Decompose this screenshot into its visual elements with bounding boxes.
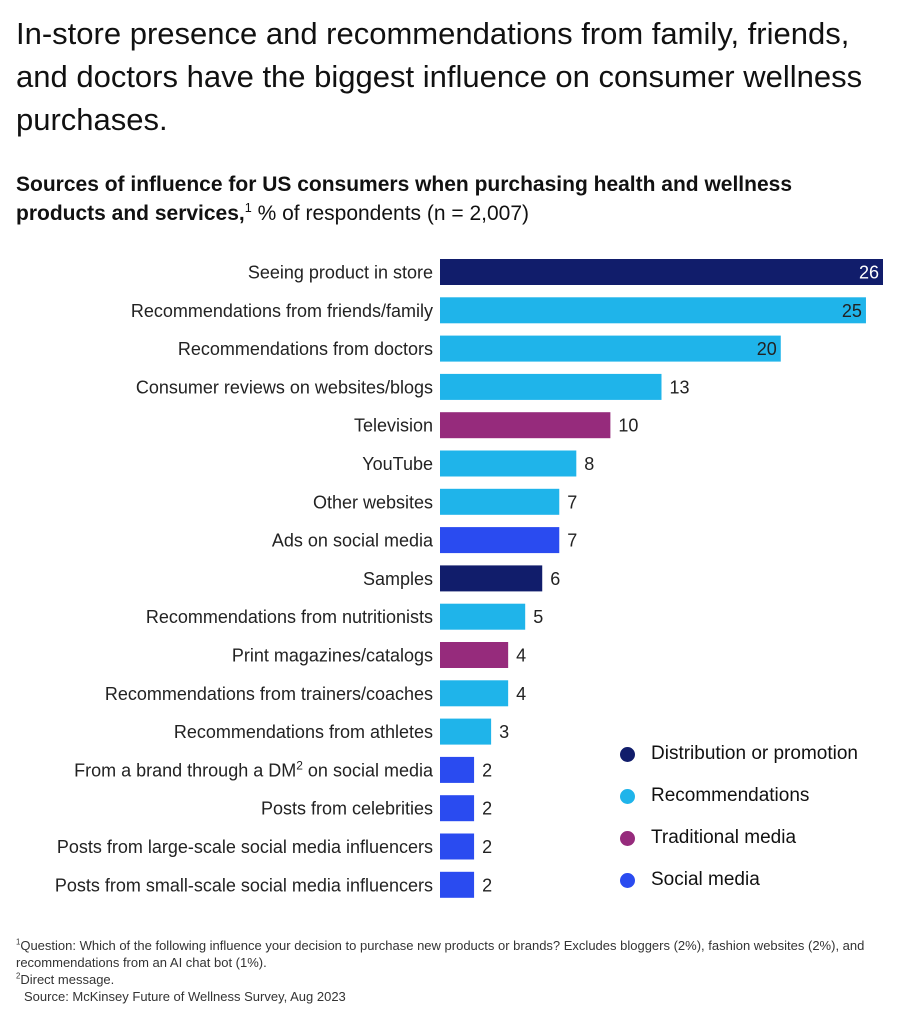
bar [440,680,509,707]
source-note: Source: McKinsey Future of Wellness Surv… [24,989,346,1004]
legend-dot-distribution [620,746,635,762]
legend-label-social: Social media [651,869,760,890]
category-label: Other websites [313,492,433,512]
bar [440,450,577,477]
bar [440,565,543,592]
bar [440,795,475,822]
bar [440,871,475,898]
category-label: Posts from small-scale social media infl… [55,875,433,895]
bar [440,412,611,439]
bar-value-label: 7 [567,492,577,512]
bar [440,259,883,285]
bar [440,642,509,668]
bar [440,488,560,515]
footnote-1-mark: 1 [16,937,21,947]
chart-subtitle: Sources of influence for US consumers wh… [16,170,886,228]
category-label: Recommendations from friends/family [131,301,433,321]
bar-value-label: 2 [482,799,492,819]
bar-value-label: 4 [516,646,526,666]
category-label: Posts from celebrities [261,799,433,819]
chart-legend: Distribution or promotion Recommendation… [620,733,900,901]
bar [440,756,475,783]
category-label: Ads on social media [272,531,434,551]
category-label: Recommendations from doctors [178,339,433,359]
legend-dot-recommendations [620,788,635,804]
bar [440,335,781,362]
bar [440,373,662,400]
legend-item-social: Social media [620,859,900,901]
subtitle-rest: % of respondents (n = 2,007) [251,202,530,225]
bar-value-label: 4 [516,684,526,704]
footnote-1-text: Question: Which of the following influen… [16,938,865,970]
bar-value-label: 2 [482,760,492,780]
legend-dot-social [620,872,635,888]
category-label: Television [354,416,433,436]
category-label: Posts from large-scale social media infl… [57,837,433,857]
bar-value-label: 8 [584,454,594,474]
legend-dot-traditional [620,830,635,846]
legend-label-distribution: Distribution or promotion [651,743,858,764]
subtitle-bold: Sources of influence for US consumers wh… [16,173,793,225]
legend-item-recommendations: Recommendations [620,775,900,817]
bar-value-label: 3 [499,722,509,742]
bar-value-label: 7 [567,531,577,551]
legend-item-traditional: Traditional media [620,817,900,859]
category-label: Recommendations from nutritionists [146,607,433,627]
legend-item-distribution: Distribution or promotion [620,733,900,775]
bar-value-label: 25 [842,301,862,321]
bar-value-label: 5 [533,607,543,627]
category-label: Recommendations from athletes [174,722,433,742]
bar-value-label: 2 [482,875,492,895]
footnote-2: 2Direct message. [16,971,886,988]
bar-value-label: 6 [550,569,560,589]
chart-headline: In-store presence and recommendations fr… [16,16,863,137]
category-label: Consumer reviews on websites/blogs [136,377,433,397]
category-label: Recommendations from trainers/coaches [105,684,433,704]
legend-label-traditional: Traditional media [651,827,797,848]
footnote-2-mark: 2 [16,971,21,981]
footnotes: 1Question: Which of the following influe… [16,937,886,1005]
bar [440,718,492,745]
category-label: Print magazines/catalogs [232,646,433,666]
bar-value-label: 2 [482,837,492,857]
footnote-1: 1Question: Which of the following influe… [16,937,886,971]
bar-value-label: 20 [757,339,777,359]
subtitle-footnote-mark: 1 [244,201,252,215]
bar [440,603,526,630]
category-label: Samples [363,569,433,589]
footnote-2-text: Direct message. [20,972,115,987]
category-label: Seeing product in store [248,263,433,283]
legend-label-recommendations: Recommendations [651,785,810,806]
bar-value-label: 13 [670,377,690,397]
bar-value-label: 10 [618,416,638,436]
category-label: YouTube [362,454,433,474]
bar [440,527,560,554]
bar-value-label: 26 [859,263,879,283]
category-label: From a brand through a DM2 on social med… [74,758,434,780]
bar [440,297,866,324]
bar [440,833,475,860]
